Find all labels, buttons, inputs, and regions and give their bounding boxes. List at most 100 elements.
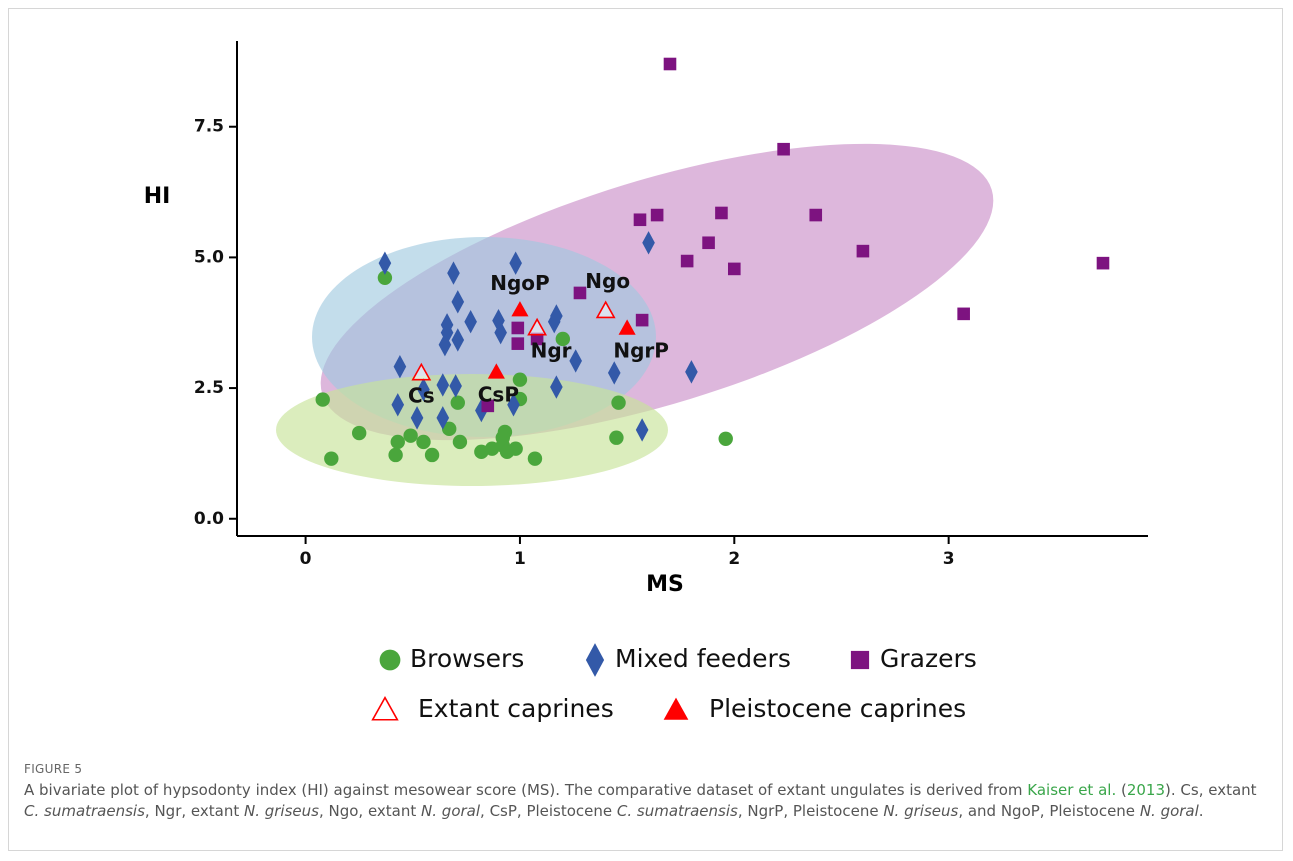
data-point (715, 206, 728, 220)
legend-marker (663, 697, 689, 720)
data-point (451, 290, 465, 314)
legend-label: Mixed feeders (615, 644, 791, 673)
series (487, 301, 636, 379)
data-point (555, 331, 571, 347)
figure-frame (8, 8, 1283, 851)
data-point (685, 360, 698, 384)
data-point (509, 251, 522, 275)
species-name: N. goral (421, 802, 481, 820)
caption-text: A bivariate plot of hypsodonty index (HI… (24, 781, 1028, 799)
y-tick-label: 0.0 (194, 509, 224, 529)
data-point (569, 349, 582, 373)
data-point (635, 313, 649, 327)
data-point (635, 418, 649, 442)
citation-year[interactable]: 2013 (1126, 781, 1166, 799)
legend-marker (371, 696, 399, 721)
data-point (777, 142, 790, 156)
data-point (727, 262, 741, 276)
caption-text: ). Cs, extant (1165, 781, 1257, 799)
data-point (611, 395, 626, 410)
data-point (1096, 256, 1110, 270)
data-point (436, 406, 450, 430)
data-point (440, 313, 454, 337)
data-point (550, 375, 563, 399)
data-point (393, 354, 407, 379)
legend-label: Grazers (880, 644, 977, 673)
data-point (663, 57, 677, 71)
data-point (530, 332, 544, 346)
data-point (464, 309, 477, 334)
legend-label: Pleistocene caprines (709, 694, 966, 723)
data-point (511, 301, 529, 317)
legend-label: Browsers (410, 644, 524, 673)
data-point (416, 434, 431, 450)
data-point (487, 363, 505, 379)
data-point (452, 434, 468, 450)
citation-link[interactable]: Kaiser et al. (1027, 781, 1117, 799)
data-point (511, 321, 525, 335)
data-point (508, 441, 523, 456)
data-point (451, 328, 465, 352)
caption-text: , CsP, Pleistocene (480, 802, 617, 820)
data-point (378, 251, 392, 275)
legend-marker (850, 650, 870, 670)
data-point (450, 395, 465, 410)
x-tick-label: 2 (728, 549, 740, 569)
x-axis-title: MS (646, 572, 684, 597)
species-name: N. griseus (243, 802, 319, 820)
data-point (411, 362, 432, 381)
data-point (633, 213, 647, 227)
data-point (417, 377, 430, 402)
species-name: N. goral (1139, 802, 1199, 820)
caption-text: . (1198, 802, 1204, 820)
data-point (609, 430, 624, 445)
x-tick-label: 1 (514, 549, 526, 569)
y-tick-label: 2.5 (194, 378, 224, 398)
caption-text: , and NgoP, Pleistocene (958, 802, 1140, 820)
data-point (410, 406, 424, 430)
data-point (390, 434, 405, 450)
data-point (573, 286, 587, 300)
series (378, 231, 698, 442)
data-point (607, 361, 621, 385)
series (411, 300, 616, 381)
data-point (351, 425, 367, 441)
data-point (618, 319, 636, 335)
caption-text: , Ngo, extant (318, 802, 422, 820)
data-point (436, 373, 450, 397)
legend-label: Extant caprines (418, 694, 614, 723)
y-tick-label: 5.0 (194, 247, 224, 267)
data-point (527, 317, 548, 336)
point-label: Cs (408, 383, 435, 407)
series (481, 57, 1110, 413)
data-point (377, 270, 393, 285)
data-point (403, 428, 418, 443)
x-tick-label: 0 (300, 549, 312, 569)
data-point (449, 374, 462, 398)
data-point (442, 421, 457, 437)
species-name: N. griseus (883, 802, 959, 820)
data-point (494, 320, 507, 345)
species-name: C. sumatraensis (616, 802, 738, 820)
data-point (702, 236, 715, 250)
legend-marker (585, 643, 605, 677)
data-point (495, 430, 510, 445)
data-point (595, 300, 616, 319)
data-point (642, 231, 655, 255)
data-point (507, 393, 520, 417)
y-tick-label: 7.5 (194, 117, 224, 137)
x-tick-label: 3 (943, 549, 955, 569)
data-point (550, 304, 563, 328)
data-point (511, 337, 525, 350)
series (315, 270, 733, 466)
data-point (424, 447, 440, 463)
data-point (324, 451, 339, 466)
browser-ellipse (276, 374, 668, 486)
figure-label: FIGURE 5 (24, 762, 83, 776)
species-name: C. sumatraensis (24, 802, 145, 820)
caption-text: , NgrP, Pleistocene (737, 802, 884, 820)
point-label: NgoP (490, 271, 549, 295)
caption-text: , Ngr, extant (144, 802, 244, 820)
caption-text: ( (1116, 781, 1127, 799)
